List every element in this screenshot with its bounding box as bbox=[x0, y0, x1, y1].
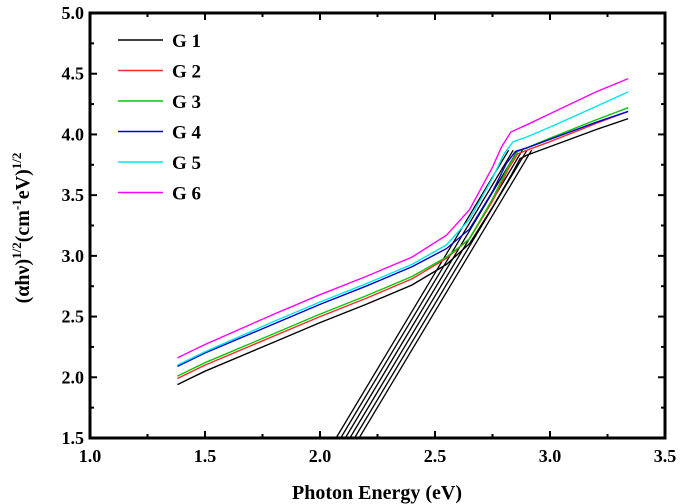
y-tick-label: 3.5 bbox=[62, 185, 85, 205]
y-label-sup: 1/2 bbox=[9, 153, 24, 170]
tangent-line bbox=[340, 149, 514, 439]
series-line-g6 bbox=[177, 77, 629, 359]
plot-area bbox=[177, 77, 629, 439]
y-tick-label: 5.0 bbox=[62, 3, 85, 23]
x-tick-label: 3.0 bbox=[539, 446, 562, 466]
x-tick-label: 2.0 bbox=[309, 446, 332, 466]
series-line-g5 bbox=[177, 91, 629, 366]
y-label-part: eV) bbox=[12, 169, 34, 199]
x-tick-label: 3.5 bbox=[654, 446, 677, 466]
plot-frame bbox=[88, 11, 667, 440]
series-line-g2 bbox=[177, 110, 629, 380]
x-tick-label: 1.5 bbox=[194, 446, 217, 466]
legend: G 1 G 2 G 3 G 4 G 5 G 6 bbox=[118, 31, 202, 205]
y-tick-label: 2.0 bbox=[62, 367, 85, 387]
x-tick-label: 1.0 bbox=[79, 446, 102, 466]
y-label-part: (αhν) bbox=[12, 259, 34, 304]
series-line-g4 bbox=[177, 110, 629, 368]
series-line-g3 bbox=[177, 107, 629, 377]
tangent-line bbox=[358, 149, 533, 439]
x-axis-label: Photon Energy (eV) bbox=[292, 482, 462, 504]
legend-label: G 6 bbox=[172, 184, 201, 205]
y-tick-label: 4.5 bbox=[62, 64, 85, 84]
y-tick-label: 3.0 bbox=[62, 246, 85, 266]
tangent-line bbox=[335, 149, 510, 439]
legend-label: G 3 bbox=[172, 92, 201, 113]
legend-label: G 1 bbox=[172, 31, 201, 52]
y-axis-label: (αhν)1/2(cm-1eV)1/2 bbox=[9, 153, 34, 304]
y-label-part: (cm bbox=[12, 210, 34, 243]
axis-ticks: 1.0 1.5 2.0 2.5 3.0 3.51.52.02.53.03.54.04.55… bbox=[62, 3, 677, 466]
y-label-sup: 1/2 bbox=[9, 242, 24, 259]
legend-label: G 4 bbox=[172, 123, 202, 144]
x-tick-label: 2.5 bbox=[424, 446, 447, 466]
y-label-sup: -1 bbox=[9, 199, 24, 210]
legend-label: G 5 bbox=[172, 153, 201, 174]
y-tick-label: 1.5 bbox=[62, 428, 85, 448]
series-line-g1 bbox=[177, 117, 629, 386]
legend-label: G 2 bbox=[172, 62, 201, 83]
y-tick-label: 4.0 bbox=[62, 124, 85, 144]
y-tick-label: 2.5 bbox=[62, 307, 85, 327]
